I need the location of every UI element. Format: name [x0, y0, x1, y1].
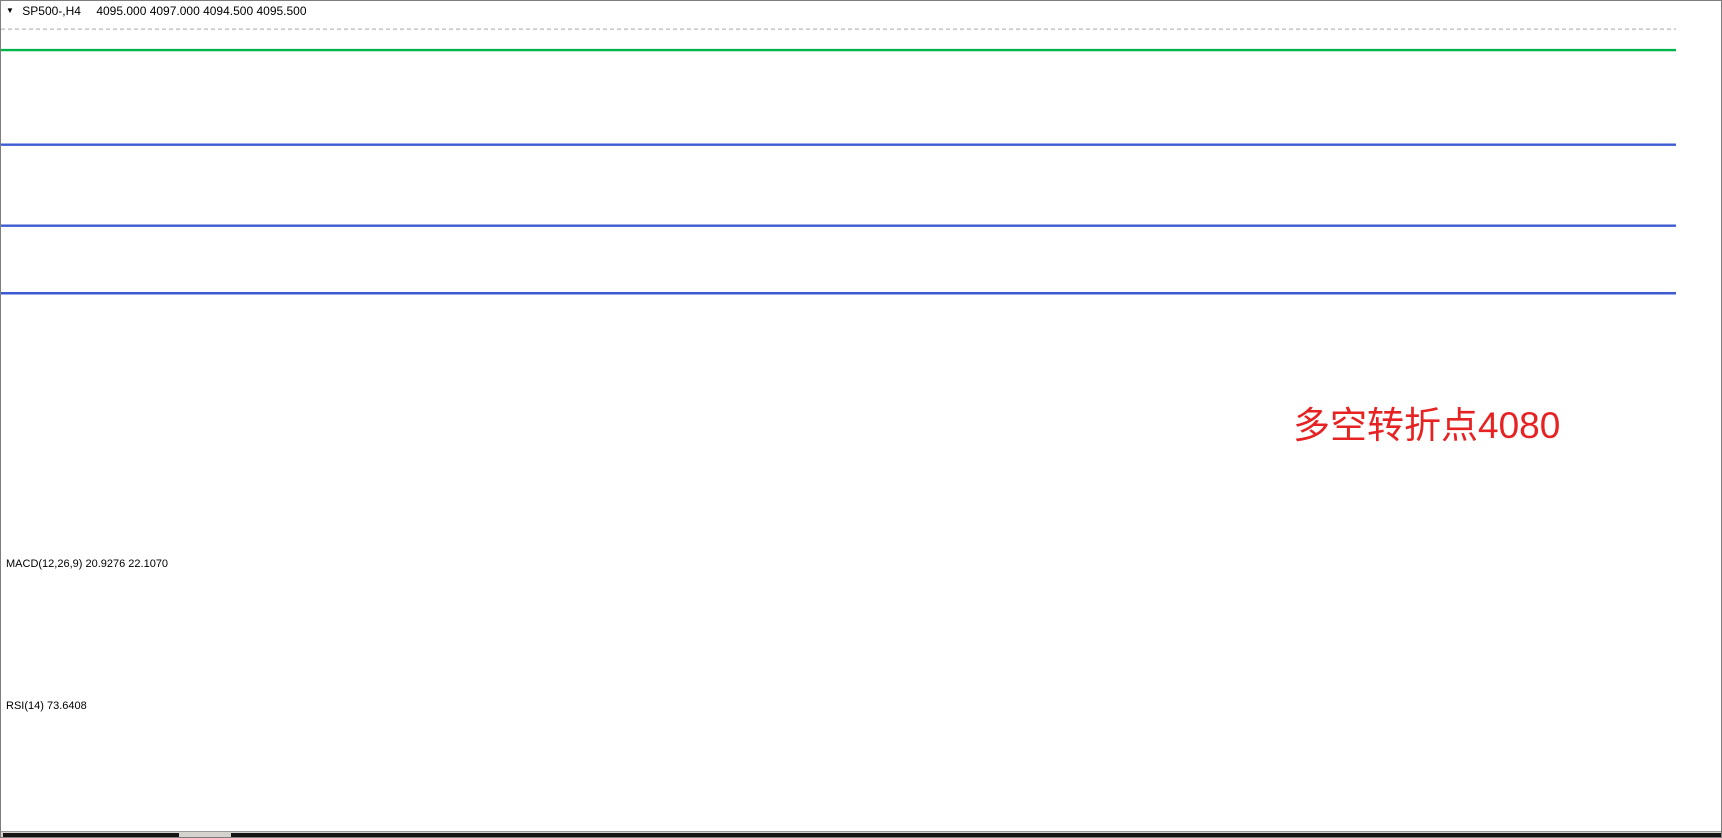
ohlc-readout: 4095.000 4097.000 4094.500 4095.500 [96, 4, 307, 18]
bottom-panel-fragment-right [231, 833, 1721, 837]
text-annotation[interactable]: 多空转折点4080 [1293, 405, 1561, 446]
rsi-indicator-label: RSI(14) 73.6408 [6, 700, 87, 712]
collapse-arrow-icon[interactable]: ▼ [6, 6, 14, 15]
macd-indicator-label: MACD(12,26,9) 20.9276 22.1070 [6, 558, 169, 570]
horizontal-level-lines [1, 28, 1676, 295]
bottom-panel-fragment-left [3, 833, 179, 837]
symbol-period-label: SP500-,H4 [22, 4, 81, 18]
chart-title: ▼ SP500-,H4 4095.000 4097.000 4094.500 4… [6, 4, 307, 18]
bottom-window-strip [1, 831, 1721, 837]
